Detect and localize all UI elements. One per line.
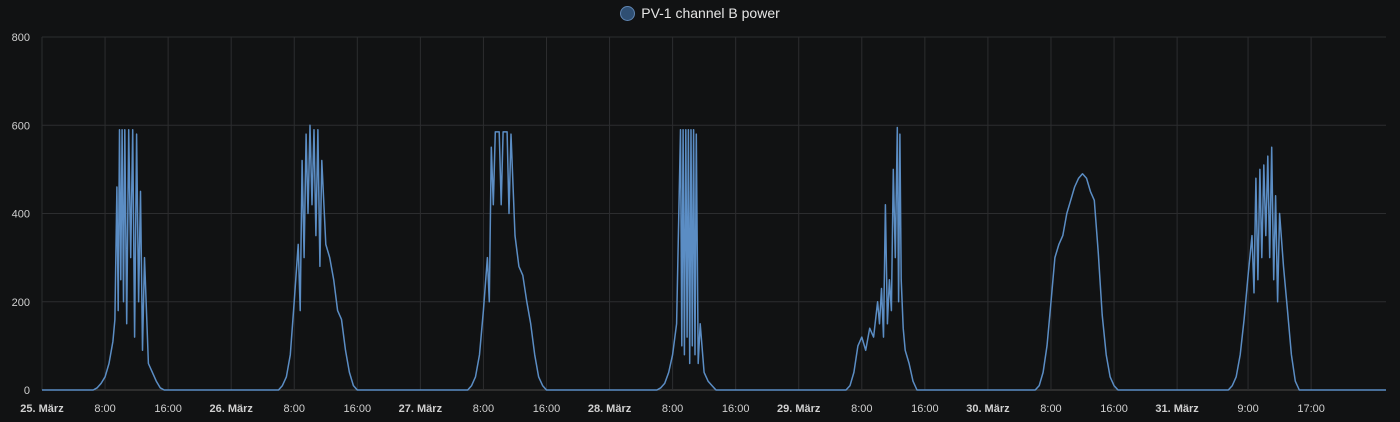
y-tick-label: 200	[12, 297, 30, 309]
x-tick-label: 30. März	[966, 403, 1010, 415]
x-tick-label: 8:00	[473, 403, 494, 415]
x-tick-label: 26. März	[209, 403, 253, 415]
x-tick-label: 28. März	[588, 403, 632, 415]
chart-legend[interactable]: PV-1 channel B power	[0, 5, 1400, 21]
x-tick-label: 16:00	[344, 403, 372, 415]
y-tick-label: 400	[12, 209, 30, 221]
x-tick-label: 16:00	[1100, 403, 1128, 415]
x-tick-label: 8:00	[94, 403, 115, 415]
x-tick-label: 16:00	[154, 403, 182, 415]
legend-swatch-icon[interactable]	[620, 5, 636, 21]
y-tick-label: 800	[12, 32, 30, 44]
x-tick-label: 8:00	[1040, 403, 1061, 415]
series-line-0	[42, 124, 1386, 391]
x-tick-label: 8:00	[284, 403, 305, 415]
x-tick-label: 8:00	[851, 403, 872, 415]
x-tick-label: 8:00	[662, 403, 683, 415]
x-tick-label: 16:00	[533, 403, 561, 415]
x-tick-label: 31. März	[1155, 403, 1199, 415]
x-tick-label: 17:00	[1297, 403, 1325, 415]
x-tick-label: 29. März	[777, 403, 821, 415]
x-tick-label: 9:00	[1237, 403, 1258, 415]
x-tick-label: 16:00	[722, 403, 750, 415]
y-tick-label: 600	[12, 120, 30, 132]
y-tick-label: 0	[24, 385, 30, 397]
x-tick-label: 16:00	[911, 403, 939, 415]
x-tick-label: 27. März	[399, 403, 443, 415]
legend-label[interactable]: PV-1 channel B power	[641, 5, 780, 21]
x-tick-label: 25. März	[20, 403, 64, 415]
